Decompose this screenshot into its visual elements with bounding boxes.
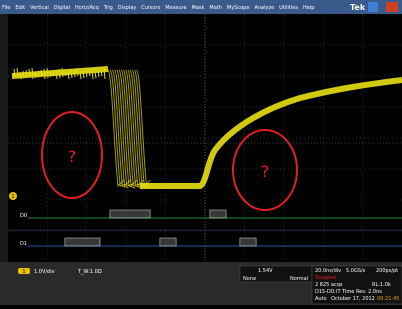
menu-item[interactable]: Mask	[192, 5, 205, 11]
acquisitions: 2 825 acqs	[315, 282, 343, 288]
menu-item[interactable]: Help	[303, 5, 314, 11]
threshold: T_W:1.0Ω	[77, 269, 102, 275]
scope-screen: File Edit Vertical Digital Horiz/Acq Trig Disp…	[0, 0, 402, 305]
menu-item[interactable]: Display	[118, 5, 136, 11]
time: 09:21:45	[377, 296, 399, 302]
edge-trace	[137, 70, 153, 186]
menu-item[interactable]: Analyze	[254, 5, 274, 11]
annotation: ?	[261, 162, 270, 181]
vertical-scale: 1.0V/div	[34, 269, 55, 275]
date: October 17, 2012	[331, 296, 375, 302]
resolution: 200ps/pt	[376, 268, 398, 274]
time-resolution: IT Time Res: 2.0ns	[336, 289, 382, 295]
menu-item[interactable]: Trig	[103, 5, 113, 11]
close-button[interactable]	[386, 2, 398, 12]
menu-item[interactable]: Digital	[54, 5, 70, 11]
sample-rate: 5.0GS/s	[346, 268, 366, 274]
minimize-button[interactable]	[368, 2, 378, 12]
run-state: Stopped	[315, 275, 336, 281]
ch1-badge-label: 1	[22, 269, 25, 275]
menu-item[interactable]: Cursors	[141, 5, 160, 11]
d0-label: D0	[20, 213, 27, 219]
waveform	[12, 68, 402, 188]
trigger-auto: Auto	[315, 296, 327, 302]
noise	[44, 69, 45, 79]
menu-item[interactable]: Edit	[15, 5, 25, 11]
digital-range: D15-D0:	[315, 289, 336, 295]
logo: Tek	[350, 3, 366, 12]
menu-item[interactable]: MyScope	[227, 5, 250, 11]
ch1-label: 1	[11, 194, 14, 200]
record-length: RL:1.0k	[372, 282, 391, 288]
annotation: ?	[68, 147, 77, 166]
d1-label: D1	[20, 241, 27, 247]
timebase: 20.0ns/div	[315, 268, 341, 274]
menu-item[interactable]: Vertical	[30, 5, 49, 11]
menu-item[interactable]: Measure	[165, 5, 186, 11]
menu-item[interactable]: Horiz/Acq	[75, 5, 99, 11]
menu-item[interactable]: Math	[209, 5, 222, 11]
left-strip	[0, 14, 8, 262]
trigger-level: 1.54V	[258, 268, 273, 274]
menu-item[interactable]: File	[2, 5, 10, 11]
trigger-source: None	[243, 276, 256, 282]
menu-item[interactable]: Utilities	[279, 5, 298, 11]
trigger-mode: Normal	[290, 276, 308, 282]
